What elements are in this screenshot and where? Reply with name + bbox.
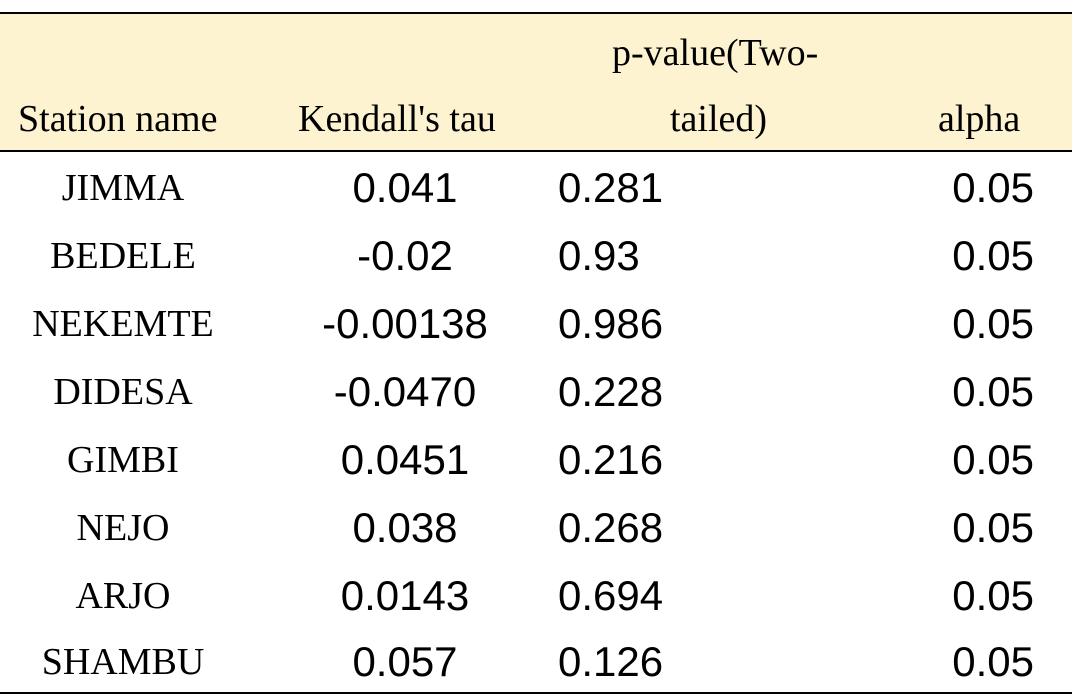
cell-station: DIDESA (53, 371, 193, 413)
table-row: JIMMA 0.041 0.281 0.05 (0, 154, 1072, 222)
cell-alpha: 0.05 (952, 572, 1034, 619)
cell-station: JIMMA (61, 167, 185, 209)
header-p-value-line2: tailed) (670, 98, 768, 140)
cell-station: NEKEMTE (32, 303, 214, 345)
cell-p-value: 0.228 (558, 368, 664, 415)
cell-p-value: 0.216 (558, 436, 664, 483)
cell-p-value: 0.281 (558, 164, 664, 211)
cell-station: SHAMBU (41, 641, 205, 683)
table-row: ARJO 0.0143 0.694 0.05 (0, 562, 1072, 630)
cell-alpha: 0.05 (952, 436, 1034, 483)
cell-tau: 0.0451 (340, 436, 470, 483)
cell-station: GIMBI (67, 439, 179, 481)
header-kendall-tau: Kendall's tau (298, 98, 496, 140)
cell-p-value: 0.268 (558, 504, 664, 551)
cell-alpha: 0.05 (952, 300, 1034, 347)
cell-alpha: 0.05 (952, 164, 1034, 211)
cell-tau: -0.0470 (333, 368, 477, 415)
cell-tau: -0.02 (357, 232, 453, 279)
cell-tau: 0.038 (352, 504, 458, 551)
cell-p-value: 0.986 (558, 300, 664, 347)
table-row: NEKEMTE -0.00138 0.986 0.05 (0, 290, 1072, 358)
table-header: Station name Kendall's tau p-value(Two- … (0, 14, 1072, 150)
cell-alpha: 0.05 (952, 232, 1034, 279)
cell-station: ARJO (75, 575, 171, 617)
cell-p-value: 0.93 (558, 232, 640, 279)
cell-alpha: 0.05 (952, 368, 1034, 415)
cell-tau: 0.0143 (340, 572, 470, 619)
table-row: NEJO 0.038 0.268 0.05 (0, 494, 1072, 562)
table-header-rule (0, 150, 1072, 152)
cell-alpha: 0.05 (952, 638, 1034, 685)
cell-p-value: 0.126 (558, 638, 664, 685)
cell-tau: 0.041 (352, 164, 458, 211)
cell-tau: -0.00138 (322, 300, 488, 347)
header-p-value-line1: p-value(Two- (612, 32, 819, 74)
header-station-name: Station name (18, 98, 218, 140)
table-bottom-rule (0, 692, 1072, 694)
table-row: GIMBI 0.0451 0.216 0.05 (0, 426, 1072, 494)
cell-station: BEDELE (50, 235, 196, 277)
table-row: BEDELE -0.02 0.93 0.05 (0, 222, 1072, 290)
cell-station: NEJO (76, 507, 170, 549)
table-row: DIDESA -0.0470 0.228 0.05 (0, 358, 1072, 426)
header-alpha: alpha (938, 98, 1021, 140)
table-top-rule (0, 12, 1072, 14)
cell-alpha: 0.05 (952, 504, 1034, 551)
table-row: SHAMBU 0.057 0.126 0.05 (0, 628, 1072, 696)
cell-tau: 0.057 (352, 638, 458, 685)
cell-p-value: 0.694 (558, 572, 664, 619)
